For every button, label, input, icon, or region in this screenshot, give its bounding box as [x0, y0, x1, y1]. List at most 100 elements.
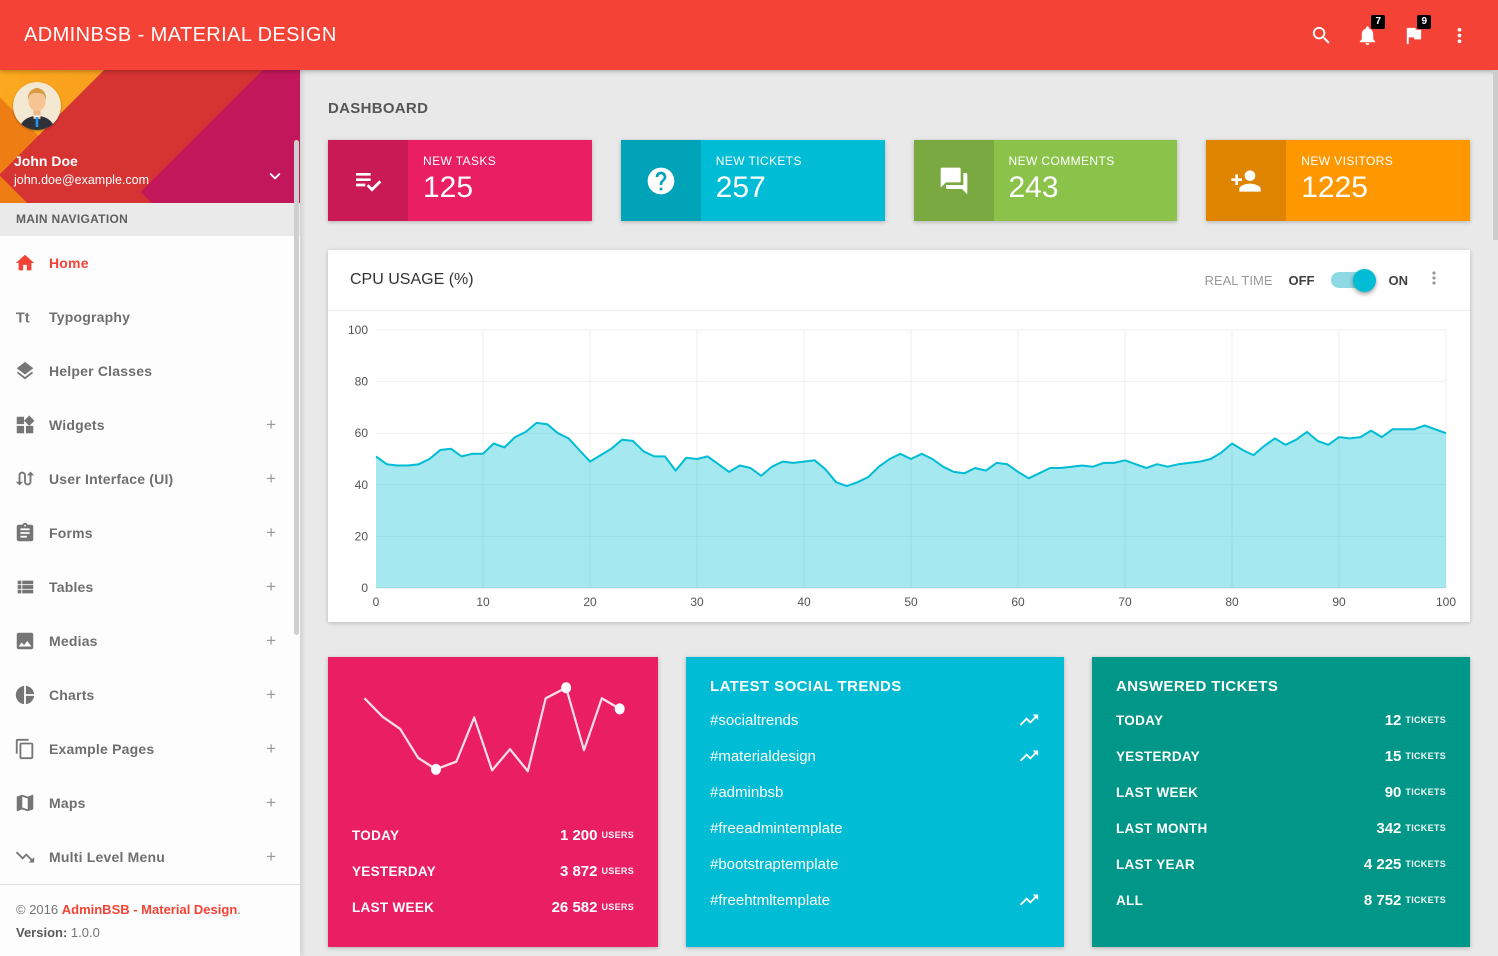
stat-label: TODAY	[1116, 712, 1164, 728]
sidebar-item-tables[interactable]: Tables +	[0, 560, 300, 614]
stat-unit: TICKETS	[1405, 823, 1446, 833]
search-button[interactable]	[1298, 12, 1344, 58]
sidebar-item-label: Widgets	[49, 417, 105, 433]
trending-up-icon	[1018, 709, 1040, 731]
info-box-label: NEW VISITORS	[1301, 154, 1394, 168]
stat-value: 8 752	[1363, 891, 1402, 909]
help-icon	[647, 167, 675, 194]
more-vert-icon	[1457, 27, 1461, 43]
notifications-button[interactable]: 7	[1344, 12, 1390, 58]
realtime-toggle[interactable]	[1330, 268, 1376, 292]
tasks-flag-button[interactable]: 9	[1390, 12, 1436, 58]
cpu-card-menu-button[interactable]	[1424, 268, 1448, 292]
map-icon	[16, 794, 34, 812]
hashtag-link[interactable]: #socialtrends	[710, 711, 799, 729]
copyright-prefix: © 2016	[16, 902, 62, 917]
hashtag-link[interactable]: #materialdesign	[710, 747, 816, 765]
trending-up-icon	[1018, 889, 1040, 911]
stat-value: 15	[1384, 747, 1402, 765]
toggle-on-label: ON	[1388, 272, 1409, 288]
flag-icon	[1406, 27, 1421, 44]
stat-row: YESTERDAY 15 TICKETS	[1116, 738, 1446, 774]
main-content: DASHBOARD NEW TASKS 125 NEW TICKETS 257 …	[300, 70, 1498, 956]
visitors-sparkline-area	[328, 657, 658, 809]
stat-unit: USERS	[601, 902, 634, 912]
app-title: ADMINBSB - MATERIAL DESIGN	[24, 23, 337, 46]
more-menu-button[interactable]	[1436, 12, 1482, 58]
social-trend-item: #materialdesign	[710, 738, 1040, 774]
top-bar: ADMINBSB - MATERIAL DESIGN 7 9	[0, 0, 1498, 70]
tickets-card-title: ANSWERED TICKETS	[1116, 678, 1279, 695]
stat-label: LAST YEAR	[1116, 856, 1195, 872]
social-trend-item: #adminbsb	[710, 774, 1040, 810]
sidebar-item-maps[interactable]: Maps +	[0, 776, 300, 830]
svg-text:90: 90	[1332, 595, 1346, 609]
social-trend-item: #socialtrends	[710, 702, 1040, 738]
sidebar-item-label: Example Pages	[49, 741, 155, 757]
expand-plus-icon: +	[266, 523, 276, 542]
trending-up-icon	[1019, 750, 1039, 762]
svg-text:10: 10	[476, 595, 490, 609]
flags-badge: 9	[1417, 15, 1431, 29]
expand-plus-icon: +	[266, 847, 276, 866]
pie-chart-icon	[15, 685, 35, 705]
stat-unit: USERS	[601, 830, 634, 840]
stat-unit: TICKETS	[1405, 715, 1446, 725]
sidebar-item-home[interactable]: Home	[0, 236, 300, 290]
hashtag-link[interactable]: #bootstraptemplate	[710, 855, 839, 873]
info-box-value: 1225	[1301, 171, 1368, 204]
hashtag-link[interactable]: #adminbsb	[710, 783, 784, 801]
sidebar-item-widgets[interactable]: Widgets +	[0, 398, 300, 452]
forum-icon-tile	[913, 140, 994, 221]
sidebar-item-user-interface-ui[interactable]: User Interface (UI) +	[0, 452, 300, 506]
trending-up-icon	[1019, 894, 1039, 906]
page-scrollbar[interactable]	[1493, 70, 1498, 240]
sidebar-item-medias[interactable]: Medias +	[0, 614, 300, 668]
sidebar-item-label: Multi Level Menu	[49, 849, 165, 865]
pages-icon	[15, 738, 34, 760]
stat-value: 26 582	[551, 898, 598, 916]
info-box-row: NEW TASKS 125 NEW TICKETS 257 NEW COMMEN…	[328, 140, 1470, 221]
expand-plus-icon: +	[266, 739, 276, 758]
sidebar-item-label: User Interface (UI)	[49, 471, 174, 487]
sidebar-item-typography[interactable]: Tt Typography	[0, 290, 300, 344]
version-value: 1.0.0	[67, 925, 100, 940]
sidebar-scrollbar[interactable]	[294, 140, 299, 635]
expand-plus-icon: +	[266, 793, 276, 812]
sidebar-item-multi-level-menu[interactable]: Multi Level Menu +	[0, 830, 300, 884]
info-box-label: NEW TICKETS	[715, 154, 802, 168]
hashtag-link[interactable]: #freehtmltemplate	[710, 891, 831, 909]
page-title: DASHBOARD	[328, 100, 429, 117]
user-menu-toggle[interactable]	[264, 165, 286, 187]
svg-text:40: 40	[797, 595, 811, 609]
version-line: Version: 1.0.0	[16, 921, 284, 944]
sidebar-item-helper-classes[interactable]: Helper Classes	[0, 344, 300, 398]
stat-row: TODAY 12 TICKETS	[1116, 702, 1446, 738]
sidebar-item-example-pages[interactable]: Example Pages +	[0, 722, 300, 776]
info-box-value: 125	[423, 171, 474, 204]
expand-plus-icon: +	[266, 469, 276, 488]
search-icon	[1312, 26, 1330, 44]
info-box-value: 243	[1008, 171, 1059, 204]
realtime-label: REAL TIME	[1204, 272, 1273, 288]
layers-icon	[16, 361, 34, 380]
toggle-off-label: OFF	[1288, 272, 1315, 288]
adminbsb-link[interactable]: AdminBSB - Material Design	[61, 902, 238, 917]
svg-text:60: 60	[355, 426, 369, 440]
avatar-illustration	[13, 82, 61, 130]
hashtag-link[interactable]: #freeadmintemplate	[710, 819, 843, 837]
expand-plus-icon: +	[266, 415, 276, 434]
social-trends-card: LATEST SOCIAL TRENDS #socialtrends #mate…	[686, 657, 1064, 947]
sidebar: John Doe john.doe@example.com MAIN NAVIG…	[0, 70, 300, 956]
sidebar-item-charts[interactable]: Charts +	[0, 668, 300, 722]
stat-row: LAST MONTH 342 TICKETS	[1116, 810, 1446, 846]
sidebar-item-label: Maps	[49, 795, 86, 811]
info-box-new-tickets: NEW TICKETS 257	[620, 140, 885, 221]
svg-text:0: 0	[361, 581, 368, 595]
social-trend-item: #freeadmintemplate	[710, 810, 1040, 846]
stat-unit: TICKETS	[1405, 787, 1446, 797]
stat-row: LAST WEEK 26 582 USERS	[352, 889, 634, 925]
cpu-card-header: CPU USAGE (%) REAL TIME OFF ON	[328, 250, 1470, 311]
cpu-chart-area: 0 10 20 30 40 50 60 70 80 90 100 0 20 40 60 80 100	[328, 311, 1470, 614]
sidebar-item-forms[interactable]: Forms +	[0, 506, 300, 560]
